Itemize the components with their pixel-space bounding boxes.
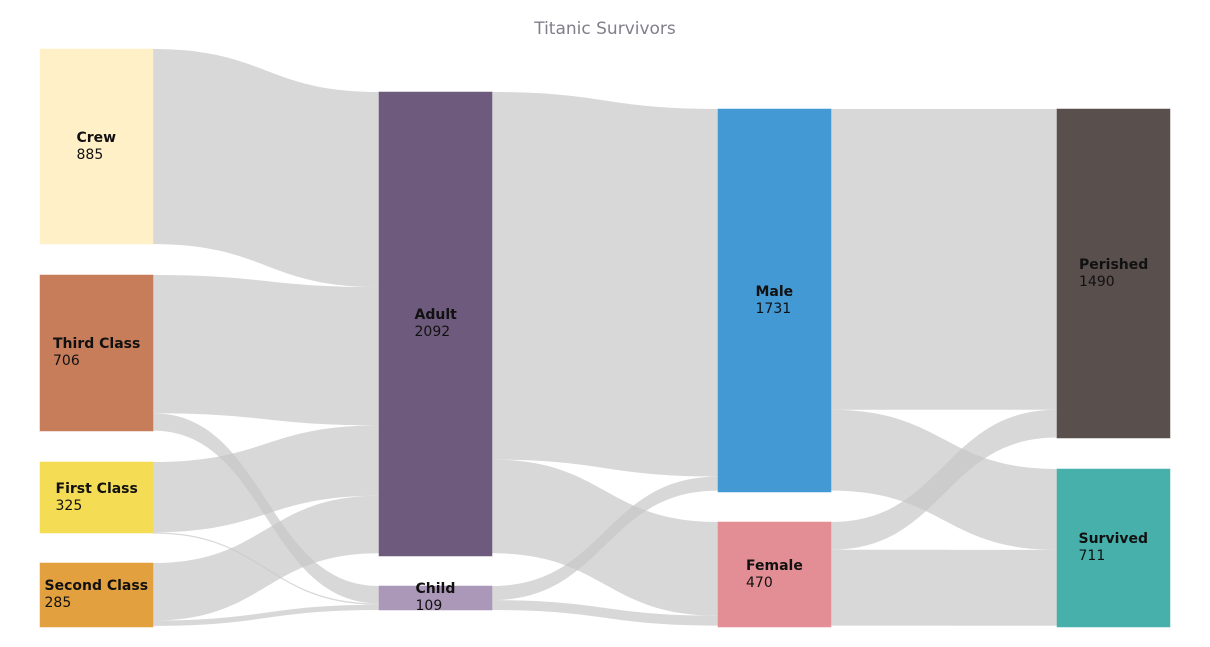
link-crew-to-adult[interactable] bbox=[153, 49, 379, 288]
link-male-to-perished[interactable] bbox=[831, 109, 1057, 410]
node-third[interactable] bbox=[39, 274, 154, 432]
node-adult[interactable] bbox=[378, 91, 493, 557]
node-male[interactable] bbox=[717, 108, 832, 493]
link-child-to-male[interactable] bbox=[492, 476, 718, 601]
link-female-to-survived[interactable] bbox=[831, 549, 1057, 626]
node-crew[interactable] bbox=[39, 48, 154, 245]
link-female-to-perished[interactable] bbox=[831, 409, 1057, 550]
node-second[interactable] bbox=[39, 562, 154, 628]
link-child-to-female[interactable] bbox=[492, 600, 718, 626]
node-perished[interactable] bbox=[1056, 108, 1171, 439]
sankey-links bbox=[153, 49, 1057, 626]
link-second-to-child[interactable] bbox=[153, 604, 379, 626]
link-second-to-adult[interactable] bbox=[153, 495, 379, 621]
chart-title: Titanic Survivors bbox=[534, 19, 676, 39]
link-third-to-adult[interactable] bbox=[153, 275, 379, 426]
sankey-nodes bbox=[39, 48, 1171, 628]
link-first-to-adult[interactable] bbox=[153, 425, 379, 533]
node-first[interactable] bbox=[39, 461, 154, 534]
node-survived[interactable] bbox=[1056, 468, 1171, 628]
node-female[interactable] bbox=[717, 521, 832, 628]
node-child[interactable] bbox=[378, 585, 493, 611]
link-adult-to-male[interactable] bbox=[492, 92, 718, 477]
